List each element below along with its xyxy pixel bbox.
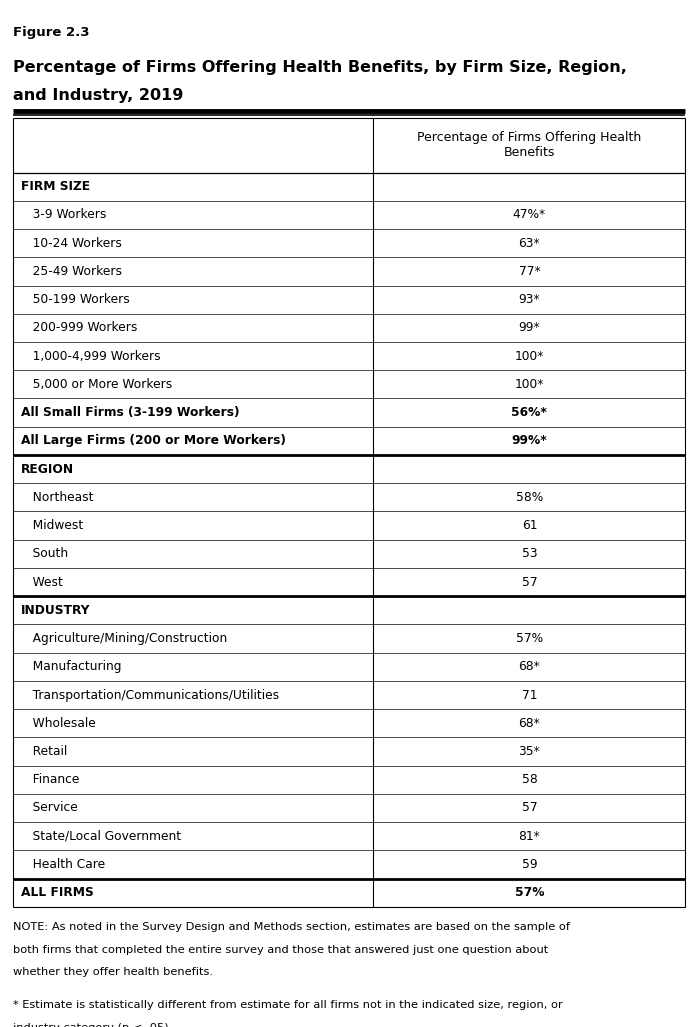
Text: Percentage of Firms Offering Health Benefits, by Firm Size, Region,: Percentage of Firms Offering Health Bene… — [13, 60, 626, 75]
Text: 47%*: 47%* — [513, 208, 546, 222]
Text: South: South — [21, 547, 68, 561]
Text: 58: 58 — [521, 773, 537, 787]
Text: 10-24 Workers: 10-24 Workers — [21, 236, 122, 250]
Text: * Estimate is statistically different from estimate for all firms not in the ind: * Estimate is statistically different fr… — [13, 1000, 563, 1011]
Text: Health Care: Health Care — [21, 858, 105, 871]
Text: 200-999 Workers: 200-999 Workers — [21, 321, 138, 335]
Text: 25-49 Workers: 25-49 Workers — [21, 265, 122, 278]
Text: Agriculture/Mining/Construction: Agriculture/Mining/Construction — [21, 632, 227, 645]
Text: 100*: 100* — [514, 349, 544, 363]
Text: FIRM SIZE: FIRM SIZE — [21, 180, 90, 193]
Text: 5,000 or More Workers: 5,000 or More Workers — [21, 378, 172, 391]
Text: NOTE: As noted in the Survey Design and Methods section, estimates are based on : NOTE: As noted in the Survey Design and … — [13, 922, 570, 933]
Text: 50-199 Workers: 50-199 Workers — [21, 293, 130, 306]
Text: West: West — [21, 575, 63, 588]
Text: 57%: 57% — [514, 886, 544, 900]
Text: All Large Firms (200 or More Workers): All Large Firms (200 or More Workers) — [21, 434, 285, 448]
Text: 71: 71 — [521, 688, 537, 701]
Text: Transportation/Communications/Utilities: Transportation/Communications/Utilities — [21, 688, 279, 701]
Text: Finance: Finance — [21, 773, 80, 787]
Text: 81*: 81* — [519, 830, 540, 843]
Text: 57: 57 — [521, 575, 537, 588]
Text: 77*: 77* — [519, 265, 540, 278]
Text: Northeast: Northeast — [21, 491, 94, 504]
Text: Manufacturing: Manufacturing — [21, 660, 121, 674]
Text: industry category (p < .05).: industry category (p < .05). — [13, 1023, 172, 1027]
Text: ALL FIRMS: ALL FIRMS — [21, 886, 94, 900]
Text: REGION: REGION — [21, 462, 74, 476]
Text: 63*: 63* — [519, 236, 540, 250]
Text: 1,000-4,999 Workers: 1,000-4,999 Workers — [21, 349, 161, 363]
Text: 56%*: 56%* — [512, 406, 547, 419]
Text: Midwest: Midwest — [21, 519, 83, 532]
Text: State/Local Government: State/Local Government — [21, 830, 181, 843]
Text: 59: 59 — [521, 858, 537, 871]
Text: whether they offer health benefits.: whether they offer health benefits. — [13, 967, 213, 978]
Text: Retail: Retail — [21, 745, 67, 758]
Text: 93*: 93* — [519, 293, 540, 306]
Text: INDUSTRY: INDUSTRY — [21, 604, 91, 617]
Text: 61: 61 — [521, 519, 537, 532]
Text: Figure 2.3: Figure 2.3 — [13, 26, 89, 39]
Text: both firms that completed the entire survey and those that answered just one que: both firms that completed the entire sur… — [13, 945, 548, 955]
Text: 68*: 68* — [519, 717, 540, 730]
Text: 3-9 Workers: 3-9 Workers — [21, 208, 106, 222]
Text: 100*: 100* — [514, 378, 544, 391]
Text: Service: Service — [21, 801, 77, 814]
Text: 57%: 57% — [516, 632, 543, 645]
Text: 58%: 58% — [516, 491, 543, 504]
Text: 99%*: 99%* — [512, 434, 547, 448]
Text: 53: 53 — [521, 547, 537, 561]
Text: 35*: 35* — [519, 745, 540, 758]
Text: 68*: 68* — [519, 660, 540, 674]
Text: 99*: 99* — [519, 321, 540, 335]
Text: Percentage of Firms Offering Health
Benefits: Percentage of Firms Offering Health Bene… — [417, 131, 641, 159]
Text: 57: 57 — [521, 801, 537, 814]
Text: Wholesale: Wholesale — [21, 717, 96, 730]
Text: All Small Firms (3-199 Workers): All Small Firms (3-199 Workers) — [21, 406, 239, 419]
Text: and Industry, 2019: and Industry, 2019 — [13, 88, 183, 104]
